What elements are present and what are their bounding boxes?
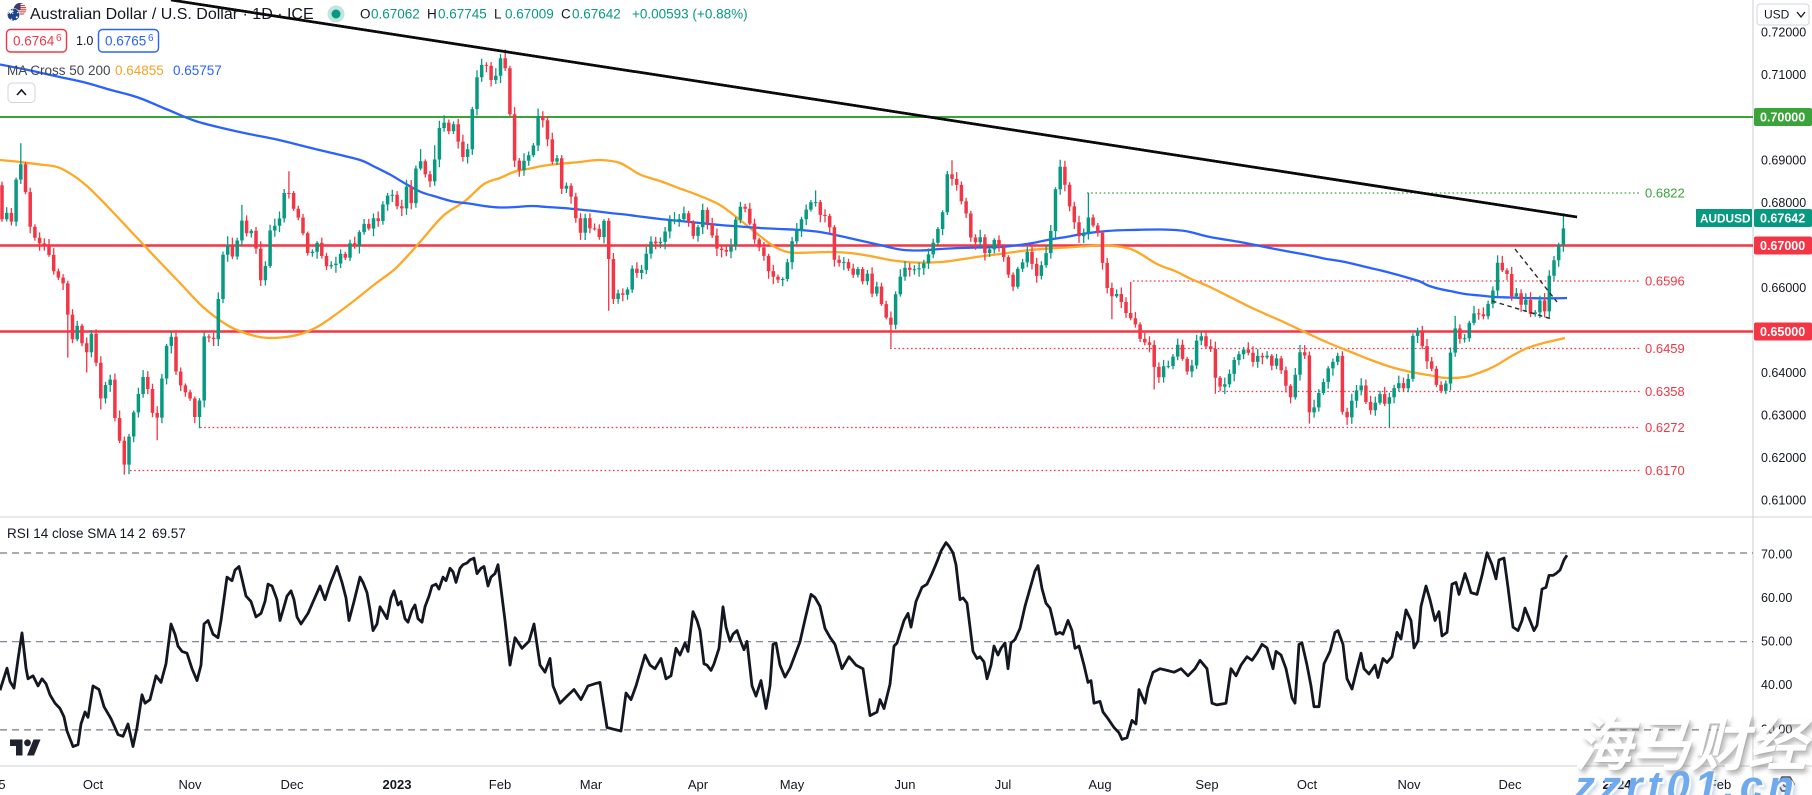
svg-text:AUDUSD: AUDUSD (1700, 212, 1751, 226)
svg-text:0.6822: 0.6822 (1645, 186, 1685, 201)
svg-text:0.66000: 0.66000 (1761, 281, 1806, 295)
svg-text:69.57: 69.57 (152, 526, 186, 541)
svg-text:USD: USD (1764, 8, 1790, 22)
svg-text:0.67062: 0.67062 (371, 7, 420, 22)
svg-text:Jun: Jun (895, 777, 916, 792)
svg-text:70.00: 70.00 (1761, 547, 1792, 561)
svg-text:Jul: Jul (995, 777, 1012, 792)
svg-text:30.00: 30.00 (1761, 723, 1792, 737)
svg-text:0.67642: 0.67642 (1760, 212, 1805, 226)
svg-text:0.63000: 0.63000 (1761, 409, 1806, 423)
svg-text:0.62000: 0.62000 (1761, 451, 1806, 465)
svg-text:Oct: Oct (1297, 777, 1318, 792)
svg-text:40.00: 40.00 (1761, 678, 1792, 692)
svg-text:0.6459: 0.6459 (1645, 341, 1685, 356)
svg-text:0.64855: 0.64855 (115, 63, 164, 78)
svg-text:0.72000: 0.72000 (1761, 26, 1806, 40)
svg-text:0.61000: 0.61000 (1761, 494, 1806, 508)
svg-text:+0.00593 (+0.88%): +0.00593 (+0.88%) (632, 7, 748, 22)
svg-text:0.67745: 0.67745 (438, 7, 487, 22)
svg-text:Dec: Dec (280, 777, 304, 792)
svg-text:0.65000: 0.65000 (1760, 325, 1805, 339)
svg-text:0.69000: 0.69000 (1761, 153, 1806, 167)
svg-text:0.6596: 0.6596 (1645, 274, 1685, 289)
svg-text:0.6272: 0.6272 (1645, 420, 1685, 435)
svg-text:Nov: Nov (178, 777, 202, 792)
svg-text:2024: 2024 (1603, 777, 1633, 792)
svg-text:0.68000: 0.68000 (1761, 196, 1806, 210)
svg-text:Mar: Mar (580, 777, 603, 792)
svg-text:6: 6 (148, 33, 154, 44)
svg-text:Apr: Apr (688, 777, 709, 792)
svg-text:0.6170: 0.6170 (1645, 463, 1685, 478)
svg-text:Sep: Sep (1195, 777, 1218, 792)
svg-text:Nov: Nov (1397, 777, 1421, 792)
svg-text:0.67642: 0.67642 (572, 7, 621, 22)
svg-text:0.71000: 0.71000 (1761, 68, 1806, 82)
svg-text:0.6765: 0.6765 (105, 34, 146, 49)
svg-text:2023: 2023 (383, 777, 412, 792)
svg-text:6: 6 (56, 33, 62, 44)
svg-text:C: C (561, 7, 571, 22)
svg-text:Feb: Feb (489, 777, 511, 792)
svg-text:1.0: 1.0 (76, 34, 93, 48)
svg-text:MA Cross 50 200: MA Cross 50 200 (7, 63, 111, 78)
svg-text:0.64000: 0.64000 (1761, 366, 1806, 380)
svg-text:H: H (427, 7, 437, 22)
svg-text:Aug: Aug (1088, 777, 1111, 792)
svg-text:May: May (780, 777, 805, 792)
svg-text:0.6358: 0.6358 (1645, 384, 1685, 399)
svg-text:Feb: Feb (1709, 777, 1731, 792)
svg-text:Oct: Oct (83, 777, 104, 792)
svg-text:5: 5 (0, 777, 6, 792)
svg-text:L: L (494, 7, 502, 22)
svg-text:60.00: 60.00 (1761, 591, 1792, 605)
svg-text:O: O (360, 7, 371, 22)
svg-text:0.67009: 0.67009 (505, 7, 554, 22)
svg-text:50.00: 50.00 (1761, 635, 1792, 649)
svg-text:RSI 14 close SMA 14 2: RSI 14 close SMA 14 2 (7, 526, 146, 541)
svg-text:0.6764: 0.6764 (13, 34, 55, 49)
svg-text:Dec: Dec (1498, 777, 1522, 792)
svg-text:0.65757: 0.65757 (173, 63, 222, 78)
svg-text:0.70000: 0.70000 (1760, 111, 1805, 125)
svg-text:0.67000: 0.67000 (1760, 239, 1805, 253)
